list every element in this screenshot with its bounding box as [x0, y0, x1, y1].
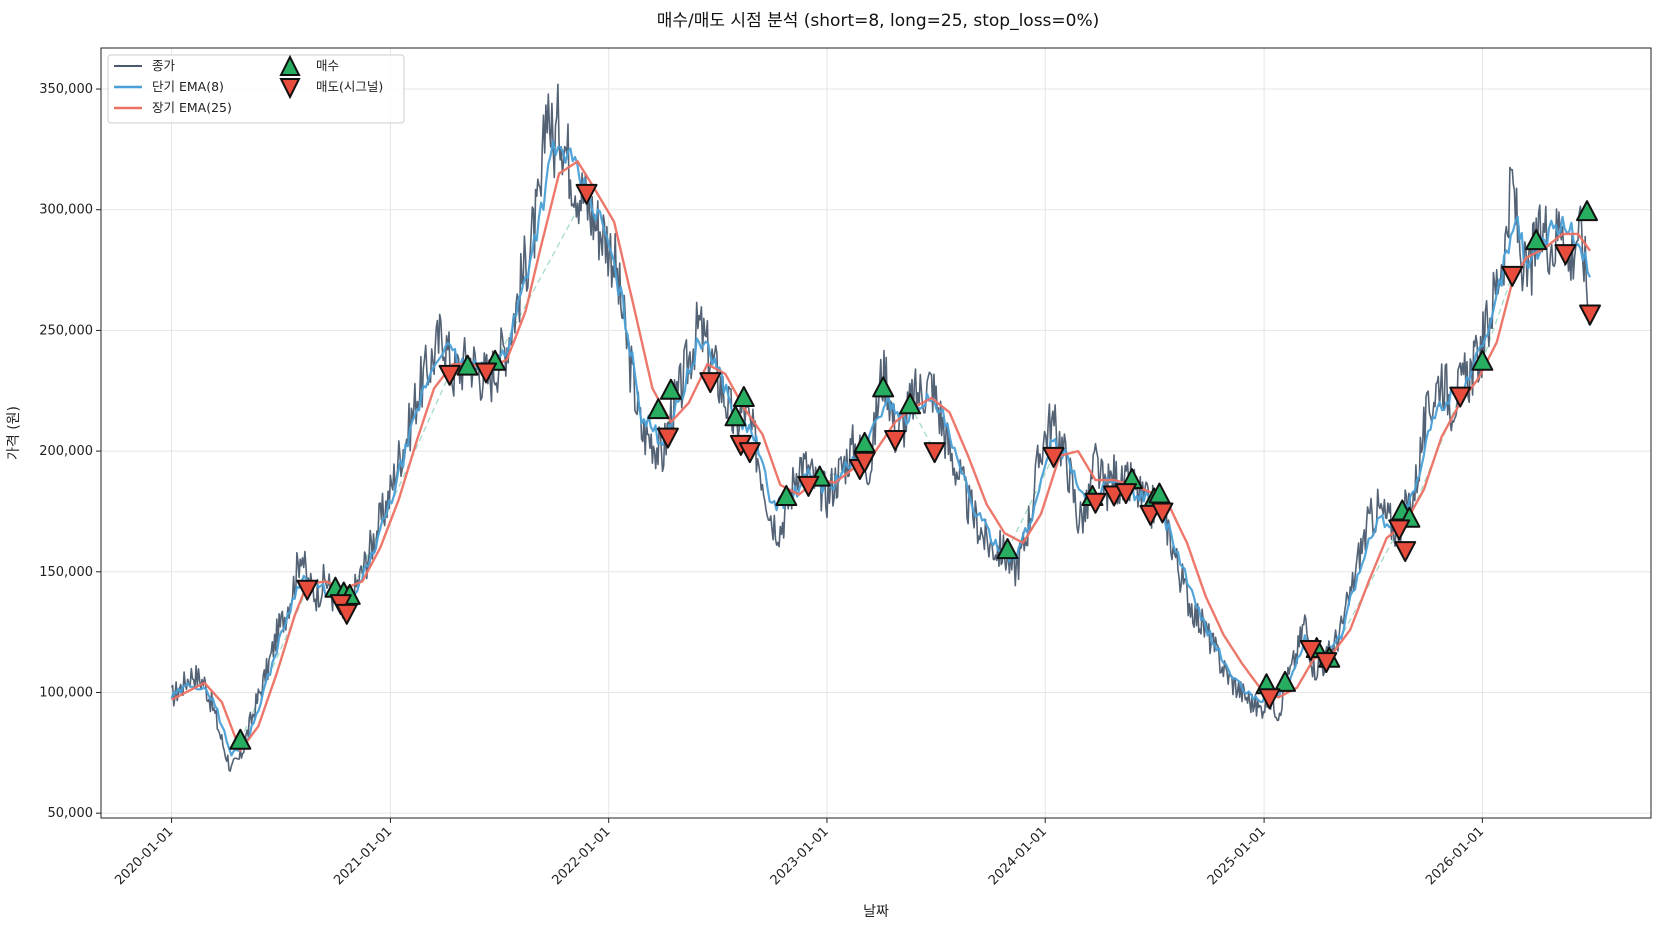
y-tick-label: 350,000 [39, 82, 93, 97]
legend-buy-marker [279, 54, 301, 76]
sell-marker [797, 475, 820, 497]
legend-close-label: 종가 [152, 58, 176, 73]
legend-buy-label: 매수 [316, 58, 339, 73]
sell-marker [335, 603, 358, 625]
x-tick-label: 2022-01-01 [549, 824, 613, 888]
sell-marker [884, 430, 907, 452]
sell-marker [1315, 652, 1338, 674]
sell-marker [1151, 502, 1174, 524]
x-tick-label: 2023-01-01 [768, 824, 832, 888]
buy-marker [229, 728, 252, 750]
sell-marker [475, 362, 498, 384]
legend-sell-label: 매도(시그널) [316, 79, 383, 94]
series-ema-short-line [170, 140, 1592, 757]
x-tick-label: 2020-01-01 [112, 824, 176, 888]
legend-sell-marker [279, 78, 301, 100]
sell-marker [1394, 541, 1417, 563]
x-axis-label: 날짜 [863, 904, 889, 920]
legend-ema-short-label: 단기 EMA(8) [152, 79, 224, 94]
sell-marker [575, 183, 598, 205]
sell-marker [656, 427, 679, 449]
y-axis-ticks: 50,000 100,000 150,000 200,000 250,000 300,00… [39, 82, 101, 821]
trade-link [1481, 274, 1513, 363]
y-tick-label: 100,000 [39, 685, 93, 700]
buy-marker [1471, 349, 1494, 371]
buy-marker [775, 484, 798, 506]
x-tick-label: 2025-01-01 [1205, 824, 1269, 888]
x-tick-label: 2021-01-01 [331, 824, 395, 888]
sell-marker [1501, 265, 1524, 287]
sell-marker [1084, 492, 1107, 514]
sell-marker [1388, 519, 1411, 541]
trade-link [239, 588, 308, 742]
sell-marker [1554, 244, 1577, 266]
x-axis-ticks: 2020-01-01 2021-01-01 2022-01-01 2023-01-01… [112, 818, 1487, 888]
buy-marker [899, 393, 922, 415]
sell-marker [738, 442, 761, 464]
buy-marker [1525, 229, 1548, 251]
y-tick-label: 250,000 [39, 323, 93, 338]
buy-marker [456, 354, 479, 376]
legend: 종가 단기 EMA(8) 장기 EMA(25) 매수 매도(시그널) [107, 54, 405, 124]
plot-frame [100, 47, 1652, 819]
buy-marker [872, 376, 895, 398]
y-tick-label: 50,000 [48, 806, 94, 821]
chart-title: 매수/매도 시점 분석 (short=8, long=25, stop_loss… [657, 11, 1100, 31]
sell-marker [296, 579, 319, 601]
legend-box [107, 54, 405, 124]
sell-marker [1258, 688, 1281, 710]
sell-marker [1114, 483, 1137, 505]
sell-marker [1042, 446, 1065, 468]
y-tick-label: 150,000 [39, 565, 93, 580]
y-axis-label: 가격 (원) [6, 406, 22, 460]
sell-marker [923, 442, 946, 464]
buy-marker [996, 538, 1019, 560]
signal-markers [229, 183, 1602, 750]
legend-ema-long-label: 장기 EMA(25) [152, 100, 232, 115]
buy-marker [853, 431, 876, 453]
buy-marker [732, 386, 755, 407]
buy-marker [659, 378, 682, 400]
buy-marker [1274, 670, 1297, 692]
y-tick-label: 200,000 [39, 444, 93, 459]
series-lines [170, 83, 1592, 772]
sell-marker [438, 364, 461, 386]
sell-marker [1449, 386, 1472, 408]
trade-links [239, 192, 1566, 742]
sell-marker [699, 372, 722, 394]
x-tick-label: 2024-01-01 [986, 824, 1050, 888]
sell-marker [853, 451, 876, 473]
x-tick-label: 2026-01-01 [1423, 824, 1487, 888]
trade-link [494, 192, 588, 363]
buy-marker [724, 405, 747, 427]
sell-marker [1579, 304, 1602, 326]
buy-marker [1576, 200, 1599, 222]
trade-link [1006, 455, 1055, 551]
buy-marker [647, 398, 670, 420]
series-ema-long-line [171, 160, 1591, 752]
sell-marker [1299, 640, 1322, 662]
series-close-line [170, 83, 1591, 772]
y-tick-label: 300,000 [39, 203, 93, 218]
